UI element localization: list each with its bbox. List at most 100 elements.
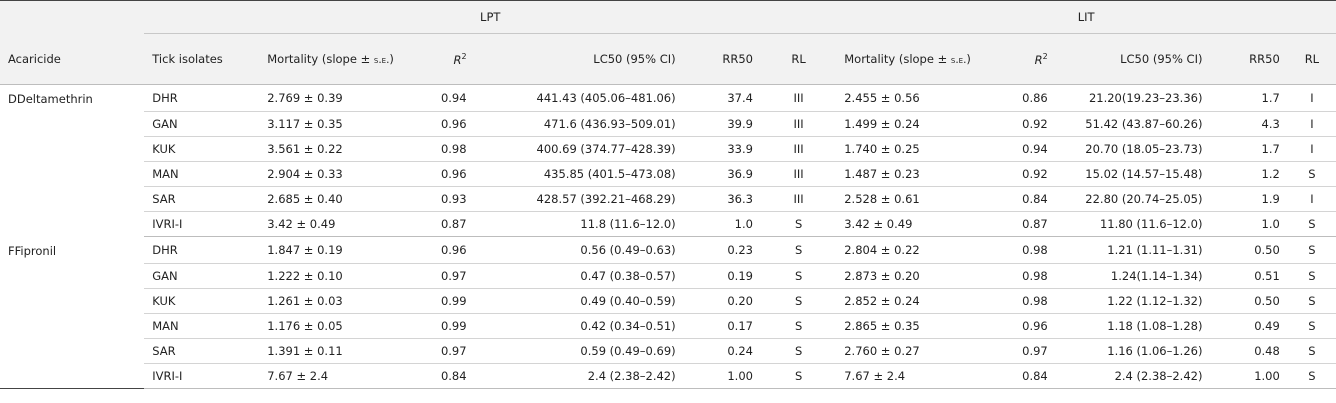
lit-rl-cell: S [1287,338,1336,364]
lpt-rr50-cell: 39.9 [683,111,761,137]
tick-isolate-cell: KUK [144,136,260,162]
lit-mortality-cell: 1.740 ± 0.25 [836,136,1006,162]
lit-r2-cell: 0.86 [1005,84,1056,112]
lit-mortality-cell: 2.455 ± 0.56 [836,84,1006,112]
lit-rl-cell: S [1287,263,1336,289]
mortality-close: ) [966,52,971,66]
lit-lc50-cell: 51.42 (43.87–60.26) [1055,111,1211,137]
r2-sup: 2 [1042,51,1048,61]
lit-mortality-cell: 7.67 ± 2.4 [836,363,1006,389]
header-spacer [0,0,145,34]
lit-r2-cell: 0.92 [1005,111,1056,137]
lit-lc50-cell: 1.21 (1.11–1.31) [1055,236,1211,264]
lit-mortality-cell: 2.852 ± 0.24 [836,288,1006,314]
lit-r2-cell: 0.84 [1005,186,1056,212]
lpt-rr50-cell: 33.9 [683,136,761,162]
lpt-rl-cell: S [760,263,837,289]
lit-rr50-cell: 1.9 [1210,186,1288,212]
lpt-rr50-cell: 1.00 [683,363,761,389]
table-header: LPT LIT Acaricide Tick isolates Mortalit… [0,0,1336,85]
lit-mortality-cell: 3.42 ± 0.49 [836,211,1006,237]
lit-mortality-cell: 2.865 ± 0.35 [836,313,1006,339]
lit-lc50-cell: 11.80 (11.6–12.0) [1055,211,1211,237]
lpt-lc50-cell: 0.59 (0.49–0.69) [474,338,684,364]
lpt-lc50-cell: 0.42 (0.34–0.51) [474,313,684,339]
table-row: DDeltamethrin DHR 2.769 ± 0.39 0.94 441.43 (… [0,84,1336,112]
lpt-mortality-cell: 7.67 ± 2.4 [259,363,425,389]
lit-r2-cell: 0.98 [1005,288,1056,314]
table-row: IVRI-I 7.67 ± 2.4 0.84 2.4 (2.38–2.42) 1.00 S… [0,363,1336,389]
lpt-mortality-cell: 1.847 ± 0.19 [259,236,425,264]
column-header-lit-r2: R2 [1005,33,1056,85]
lit-rl-cell: I [1287,84,1336,112]
lit-rl-cell: I [1287,136,1336,162]
table-row: GAN 1.222 ± 0.10 0.97 0.47 (0.38–0.57) 0.19 S… [0,263,1336,289]
lit-rl-cell: S [1287,161,1336,187]
lit-lc50-cell: 21.20(19.23–23.36) [1055,84,1211,112]
lit-r2-cell: 0.97 [1005,338,1056,364]
lpt-rl-cell: III [760,84,837,112]
lpt-rl-cell: S [760,313,837,339]
lpt-r2-cell: 0.99 [424,313,475,339]
lpt-lc50-cell: 11.8 (11.6–12.0) [474,211,684,237]
lpt-r2-cell: 0.97 [424,263,475,289]
lit-r2-cell: 0.92 [1005,161,1056,187]
lpt-mortality-cell: 2.904 ± 0.33 [259,161,425,187]
tick-isolate-cell: GAN [144,111,260,137]
table-row: SAR 2.685 ± 0.40 0.93 428.57 (392.21–468.29… [0,186,1336,212]
lpt-mortality-cell: 1.176 ± 0.05 [259,313,425,339]
group-header-lit: LIT [836,0,1336,34]
lpt-rl-cell: S [760,236,837,264]
column-header-lpt-r2: R2 [424,33,475,85]
lit-r2-cell: 0.87 [1005,211,1056,237]
lit-rl-cell: I [1287,186,1336,212]
tick-isolate-cell: GAN [144,263,260,289]
lpt-mortality-cell: 2.685 ± 0.40 [259,186,425,212]
lpt-rl-cell: S [760,363,837,389]
lpt-lc50-cell: 400.69 (374.77–428.39) [474,136,684,162]
lpt-mortality-cell: 1.261 ± 0.03 [259,288,425,314]
lit-rr50-cell: 0.51 [1210,263,1288,289]
acaricide-cell: FFipronil [8,243,57,258]
column-header-acaricide: Acaricide [0,33,145,85]
lit-r2-cell: 0.84 [1005,363,1056,389]
lit-rl-cell: S [1287,236,1336,264]
lit-rr50-cell: 0.48 [1210,338,1288,364]
lpt-rl-cell: S [760,211,837,237]
lpt-r2-cell: 0.96 [424,111,475,137]
lit-mortality-cell: 1.487 ± 0.23 [836,161,1006,187]
column-header-lit-lc50: LC50 (95% CI) [1055,33,1211,85]
tick-isolate-cell: MAN [144,161,260,187]
lpt-mortality-cell: 2.769 ± 0.39 [259,84,425,112]
lpt-mortality-cell: 1.222 ± 0.10 [259,263,425,289]
tick-isolate-cell: SAR [144,338,260,364]
lpt-lc50-cell: 471.6 (436.93–509.01) [474,111,684,137]
table-row: SAR 1.391 ± 0.11 0.97 0.59 (0.49–0.69) 0.24 S… [0,338,1336,364]
lit-rr50-cell: 0.50 [1210,288,1288,314]
tick-isolate-cell: IVRI-I [144,211,260,237]
lit-rr50-cell: 1.0 [1210,211,1288,237]
lpt-rr50-cell: 37.4 [683,84,761,112]
tick-isolate-cell: KUK [144,288,260,314]
lit-r2-cell: 0.94 [1005,136,1056,162]
lpt-r2-cell: 0.96 [424,161,475,187]
table-row: KUK 3.561 ± 0.22 0.98 400.69 (374.77–428.39… [0,136,1336,162]
lpt-mortality-cell: 3.117 ± 0.35 [259,111,425,137]
lpt-rl-cell: S [760,288,837,314]
r2-base: R [453,52,462,67]
lpt-lc50-cell: 0.47 (0.38–0.57) [474,263,684,289]
lit-lc50-cell: 15.02 (14.57–15.48) [1055,161,1211,187]
lit-lc50-cell: 2.4 (2.38–2.42) [1055,363,1211,389]
r2-base: R [1034,52,1043,67]
lit-r2-cell: 0.96 [1005,313,1056,339]
column-header-lit-rr50: RR50 [1210,33,1288,85]
lpt-r2-cell: 0.94 [424,84,475,112]
lpt-rr50-cell: 0.20 [683,288,761,314]
lit-mortality-cell: 2.804 ± 0.22 [836,236,1006,264]
column-header-lit-mortality: Mortality (slope ± s.e.) [836,33,1006,85]
lpt-rr50-cell: 1.0 [683,211,761,237]
lit-rr50-cell: 1.00 [1210,363,1288,389]
group-header-lpt: LPT [144,0,837,34]
lit-rl-cell: S [1287,363,1336,389]
table-body: DDeltamethrin DHR 2.769 ± 0.39 0.94 441.43 (… [0,84,1336,389]
